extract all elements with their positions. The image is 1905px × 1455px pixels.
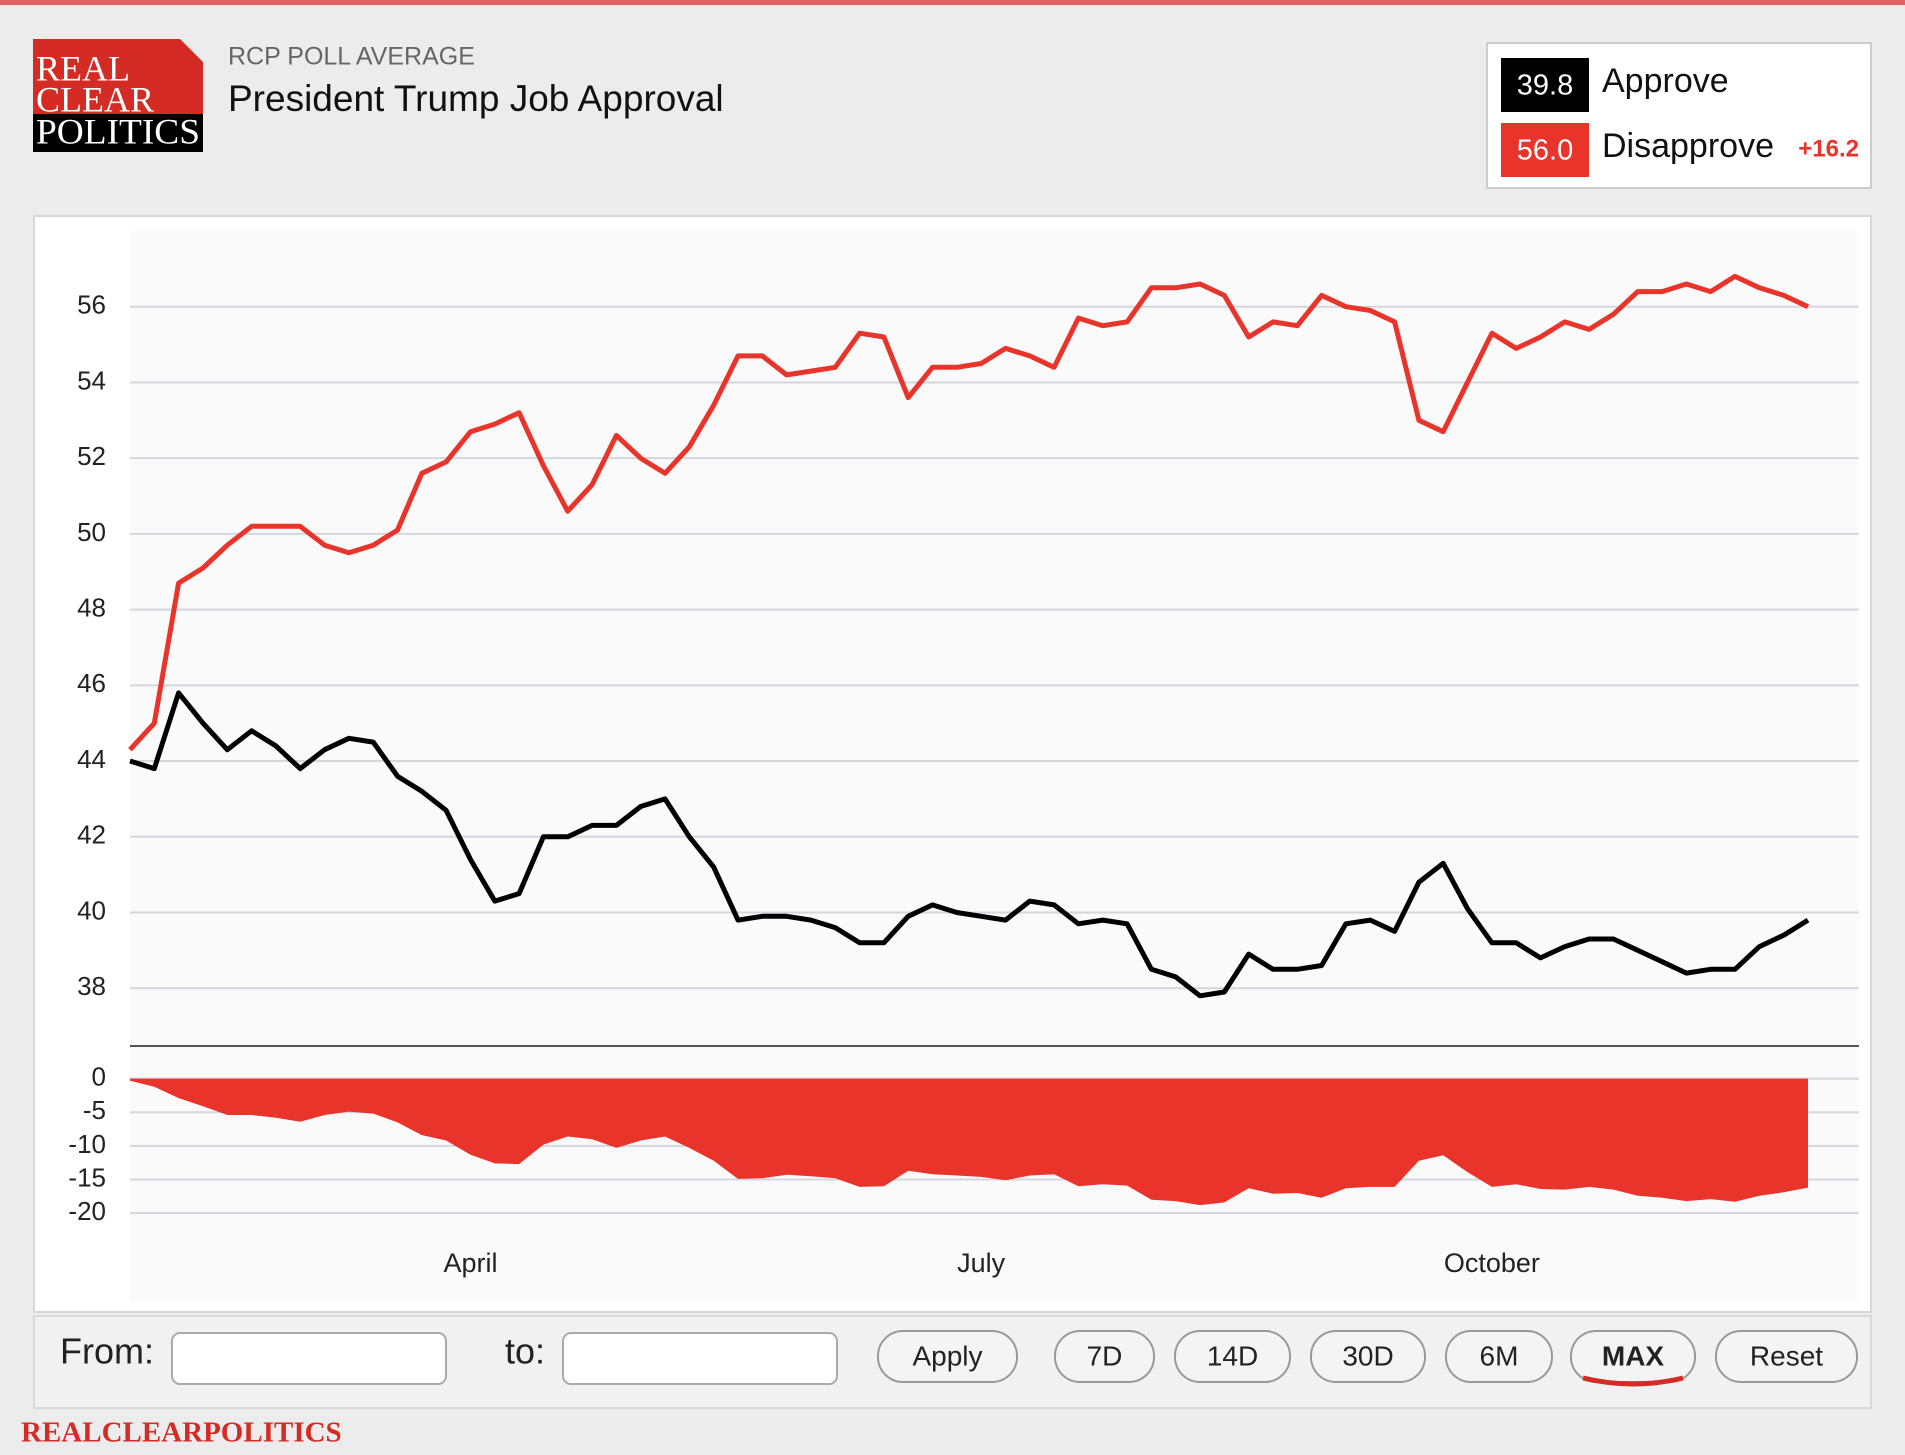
legend: 39.8 Approve 56.0 Disapprove [1501,58,1774,177]
y-tick-label: 38 [77,971,106,1001]
to-label: to: [505,1331,545,1372]
logo-text: REAL [36,48,130,88]
logo-text: POLITICS [36,111,200,151]
y-tick-label: -15 [68,1162,106,1192]
title: President Trump Job Approval [228,78,724,119]
button-label: Apply [912,1340,982,1371]
y-tick-label: 44 [77,744,106,774]
legend-swatch [1501,58,1589,112]
plot: 38 40 42 44 46 48 50 52 54 56 -20 -15-10 -50 April Jul… [68,273,1859,1278]
logo-band [33,114,203,152]
from-input[interactable] [171,1332,447,1385]
legend-value: 39.8 [1517,70,1573,102]
legend-value: 56.0 [1517,135,1573,167]
x-tick-label: April [443,1248,497,1278]
button-label: 6M [1480,1340,1519,1371]
legend-label: Approve [1602,62,1729,100]
y-tick-label: 0 [92,1062,106,1092]
x-tick-label: October [1444,1248,1540,1278]
x-tick-label: July [957,1248,1006,1278]
top-rule [0,0,1905,5]
spread-label: +16.2 [1798,135,1859,162]
range-button[interactable] [1174,1330,1291,1383]
y-tick-label: 54 [77,365,106,395]
range-button[interactable] [1715,1330,1858,1383]
y-tick-label: 50 [77,517,106,547]
range-button[interactable] [1310,1330,1426,1383]
series-line [128,273,1810,752]
y-tick-label: -5 [83,1095,106,1125]
range-buttons: Apply 7D 14D 30D 6M MAX Reset [877,1330,1858,1387]
y-tick-label: 46 [77,668,106,698]
button-label: Reset [1750,1340,1823,1371]
active-underline [1582,1375,1684,1387]
range-button[interactable] [1054,1330,1155,1383]
range-button[interactable] [877,1330,1018,1383]
legend-swatch [1501,123,1589,177]
logo-corner [180,39,203,62]
spread-area [130,1078,1808,1206]
y-tick-label: 52 [77,441,106,471]
y-tick-label: -10 [68,1129,106,1159]
y-tick-label: 56 [77,290,106,320]
button-label: 30D [1342,1340,1393,1371]
to-input[interactable] [562,1332,838,1385]
button-label: 7D [1087,1340,1123,1371]
from-label: From: [60,1331,154,1372]
y-tick-label: -20 [68,1196,106,1226]
legend-label: Disapprove [1602,127,1774,165]
y-tick-label: 42 [77,820,106,850]
y-tick-label: 40 [77,895,106,925]
button-label: MAX [1602,1340,1665,1371]
footer-logo: REALCLEARPOLITICS [21,1417,342,1449]
kicker: RCP POLL AVERAGE [228,43,475,71]
series-line [129,690,1810,999]
y-tick-label: 48 [77,592,106,622]
logo-text: CLEAR [36,79,154,119]
range-button[interactable] [1445,1330,1553,1383]
button-label: 14D [1207,1340,1258,1371]
